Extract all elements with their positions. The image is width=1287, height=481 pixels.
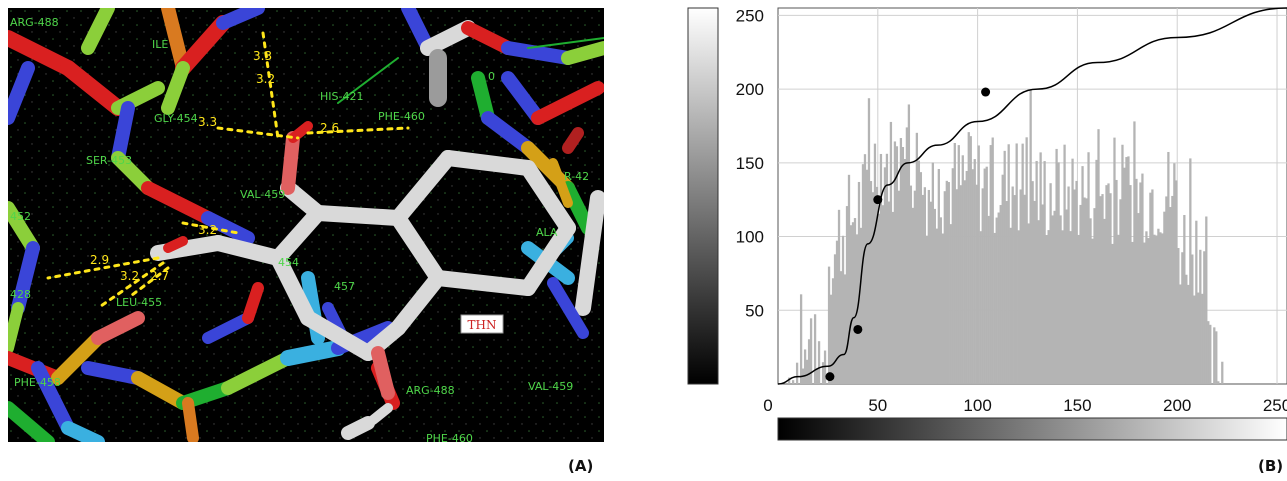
residue-label: VAL-459 xyxy=(528,380,573,393)
distance-label: 3.3 xyxy=(253,49,272,63)
x-tick-label: 200 xyxy=(1163,396,1191,415)
residue-label: GLY-454 xyxy=(154,112,198,125)
residue-label: 0 xyxy=(488,70,495,83)
distance-label: 2.6 xyxy=(320,121,339,135)
residue-label: SER-453 xyxy=(86,154,132,167)
distance-label: 2.7 xyxy=(150,269,169,283)
residue-label: PHE-460 xyxy=(426,432,473,442)
residue-label: LEU-455 xyxy=(116,296,162,309)
residue-label: 428 xyxy=(10,288,31,301)
y-tick-label: 250 xyxy=(736,6,764,25)
panel-label-b: (B) xyxy=(1258,457,1284,475)
output-gradient-bar xyxy=(687,7,719,385)
distance-label: 3.3 xyxy=(198,115,217,129)
histogram-chart: 0 50 100 150 200 250 50 100 150 200 250 xyxy=(687,6,1287,441)
residue-label: PHE-460 xyxy=(378,110,425,123)
x-tick-label: 0 xyxy=(763,396,772,415)
x-tick-label: 150 xyxy=(1063,396,1091,415)
panel-label-a: (A) xyxy=(568,457,594,475)
residue-label: ALA xyxy=(536,226,558,239)
distance-label: 2.9 xyxy=(90,253,109,267)
residue-label: R-42 xyxy=(564,170,589,183)
y-tick-label: 200 xyxy=(736,80,764,99)
tone-curve-panel: 0 50 100 150 200 250 50 100 150 200 250 xyxy=(680,0,1287,460)
x-tick-label: 50 xyxy=(868,396,887,415)
distance-label: 3.2 xyxy=(120,269,139,283)
residue-label: VAL-459 xyxy=(240,188,285,201)
residue-label: ARG-488 xyxy=(10,16,59,29)
curve-control-point[interactable] xyxy=(981,87,991,97)
curve-control-point[interactable] xyxy=(873,195,883,205)
tone-curve-line[interactable] xyxy=(777,7,1287,385)
residue-label: PHE-458 xyxy=(14,376,61,389)
distance-label: 3.2 xyxy=(256,72,275,86)
docking-view: ARG-488 ILE GLY-454 HIS-421 PHE-460 SER-… xyxy=(8,8,604,442)
residue-label: ILE xyxy=(152,38,168,51)
distance-label: 3.2 xyxy=(198,223,217,237)
residue-label: ARG-488 xyxy=(406,384,455,397)
x-tick-label: 100 xyxy=(963,396,991,415)
residue-label: HIS-421 xyxy=(320,90,363,103)
residue-label: 454 xyxy=(278,256,299,269)
ligand-label: THN xyxy=(468,318,497,332)
x-tick-label: 250 xyxy=(1263,396,1287,415)
residue-label: 457 xyxy=(334,280,355,293)
y-tick-label: 50 xyxy=(745,301,764,320)
input-gradient-bar xyxy=(777,417,1287,441)
residue-label: 452 xyxy=(10,210,31,223)
y-tick-label: 150 xyxy=(736,154,764,173)
curve-control-point[interactable] xyxy=(825,372,835,382)
y-tick-label: 100 xyxy=(736,228,764,247)
curve-control-point[interactable] xyxy=(853,324,863,334)
